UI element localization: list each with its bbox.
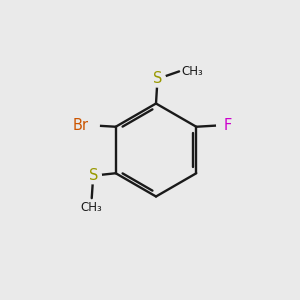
Text: CH₃: CH₃ <box>81 201 103 214</box>
Text: S: S <box>88 168 98 183</box>
Circle shape <box>217 118 230 132</box>
Text: S: S <box>153 71 162 86</box>
Circle shape <box>85 167 101 184</box>
Text: Br: Br <box>73 118 89 133</box>
Circle shape <box>78 115 99 136</box>
Text: F: F <box>223 118 232 133</box>
Text: CH₃: CH₃ <box>182 65 203 78</box>
Circle shape <box>149 71 166 87</box>
